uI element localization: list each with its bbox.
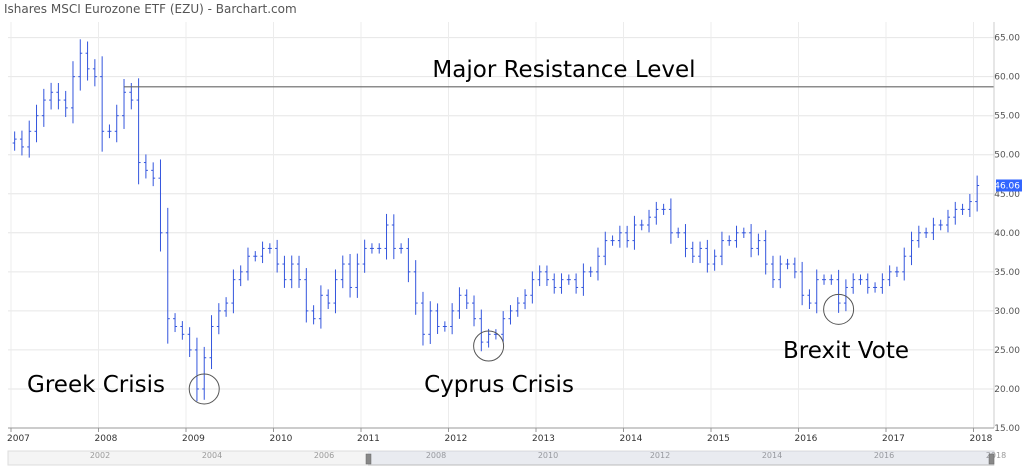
- annotations: Major Resistance Level Greek Crisis Cyprus…: [27, 57, 994, 405]
- y-tick-label: 40.00: [994, 229, 1020, 239]
- x-tick-label: 2016: [795, 434, 818, 444]
- x-tick-label: 2014: [620, 434, 643, 444]
- navigator-tick-label: 2018: [986, 451, 1006, 460]
- navigator-tick-label: 2008: [426, 451, 446, 460]
- annotation-circle: [823, 293, 855, 325]
- navigator-window: [368, 451, 994, 465]
- annotation-circle: [188, 373, 220, 405]
- y-tick-label: 30.00: [994, 307, 1020, 317]
- grid: [8, 22, 994, 429]
- annotation-label: Cyprus Crisis: [424, 372, 574, 398]
- annotation-label: Brexit Vote: [783, 338, 909, 364]
- x-axis: 2007 2008 2009 2010 2011 2012 2013 2014 2015 2016…: [7, 427, 994, 444]
- annotation-circle: [473, 330, 505, 362]
- y-tick-label: 35.00: [994, 268, 1020, 278]
- y-tick-label: 50.00: [994, 151, 1020, 161]
- x-tick-label: 2008: [95, 434, 118, 444]
- y-tick-label: 20.00: [994, 385, 1020, 395]
- y-tick-label: 60.00: [994, 73, 1020, 83]
- y-tick-label: 45.00: [994, 190, 1020, 200]
- y-tick-label: 65.00: [994, 34, 1020, 44]
- last-price-label: 46.06: [994, 181, 1020, 191]
- x-tick-label: 2010: [270, 434, 293, 444]
- x-tick-label: 2007: [7, 434, 30, 444]
- y-tick-label: 25.00: [994, 346, 1020, 356]
- x-tick-label: 2013: [532, 434, 555, 444]
- navigator-tick-label: 2004: [202, 451, 222, 460]
- annotation-label: Greek Crisis: [27, 372, 165, 398]
- price-bars: [12, 39, 980, 402]
- navigator-handle-left[interactable]: [365, 453, 372, 465]
- navigator-handle-right[interactable]: [988, 453, 995, 465]
- navigator-tick-label: 2016: [874, 451, 894, 460]
- y-axis: 15.00 20.00 25.00 30.00 35.00 40.00 45.00 50.00…: [993, 22, 1022, 434]
- navigator-tick-label: 2012: [650, 451, 670, 460]
- y-tick-label: 15.00: [994, 424, 1020, 434]
- x-tick-label: 2018: [970, 434, 993, 444]
- navigator-tick-label: 2010: [538, 451, 558, 460]
- time-navigator[interactable]: 2002 2004 2006 2008 2010 2012 2014 2016 2018: [7, 450, 1006, 466]
- chart-title: Ishares MSCI Eurozone ETF (EZU) - Barcha…: [4, 2, 297, 16]
- x-tick-label: 2012: [445, 434, 468, 444]
- resistance-label: Major Resistance Level: [432, 57, 695, 83]
- last-price-badge: [996, 179, 1022, 192]
- x-tick-label: 2011: [357, 434, 380, 444]
- navigator-tick-label: 2002: [90, 451, 110, 460]
- x-tick-label: 2009: [182, 434, 205, 444]
- navigator-tick-label: 2006: [314, 451, 334, 460]
- navigator-tick-label: 2014: [762, 451, 782, 460]
- x-tick-label: 2015: [707, 434, 730, 444]
- y-tick-label: 55.00: [994, 112, 1020, 122]
- x-tick-label: 2017: [882, 434, 905, 444]
- plot-background: [8, 22, 994, 428]
